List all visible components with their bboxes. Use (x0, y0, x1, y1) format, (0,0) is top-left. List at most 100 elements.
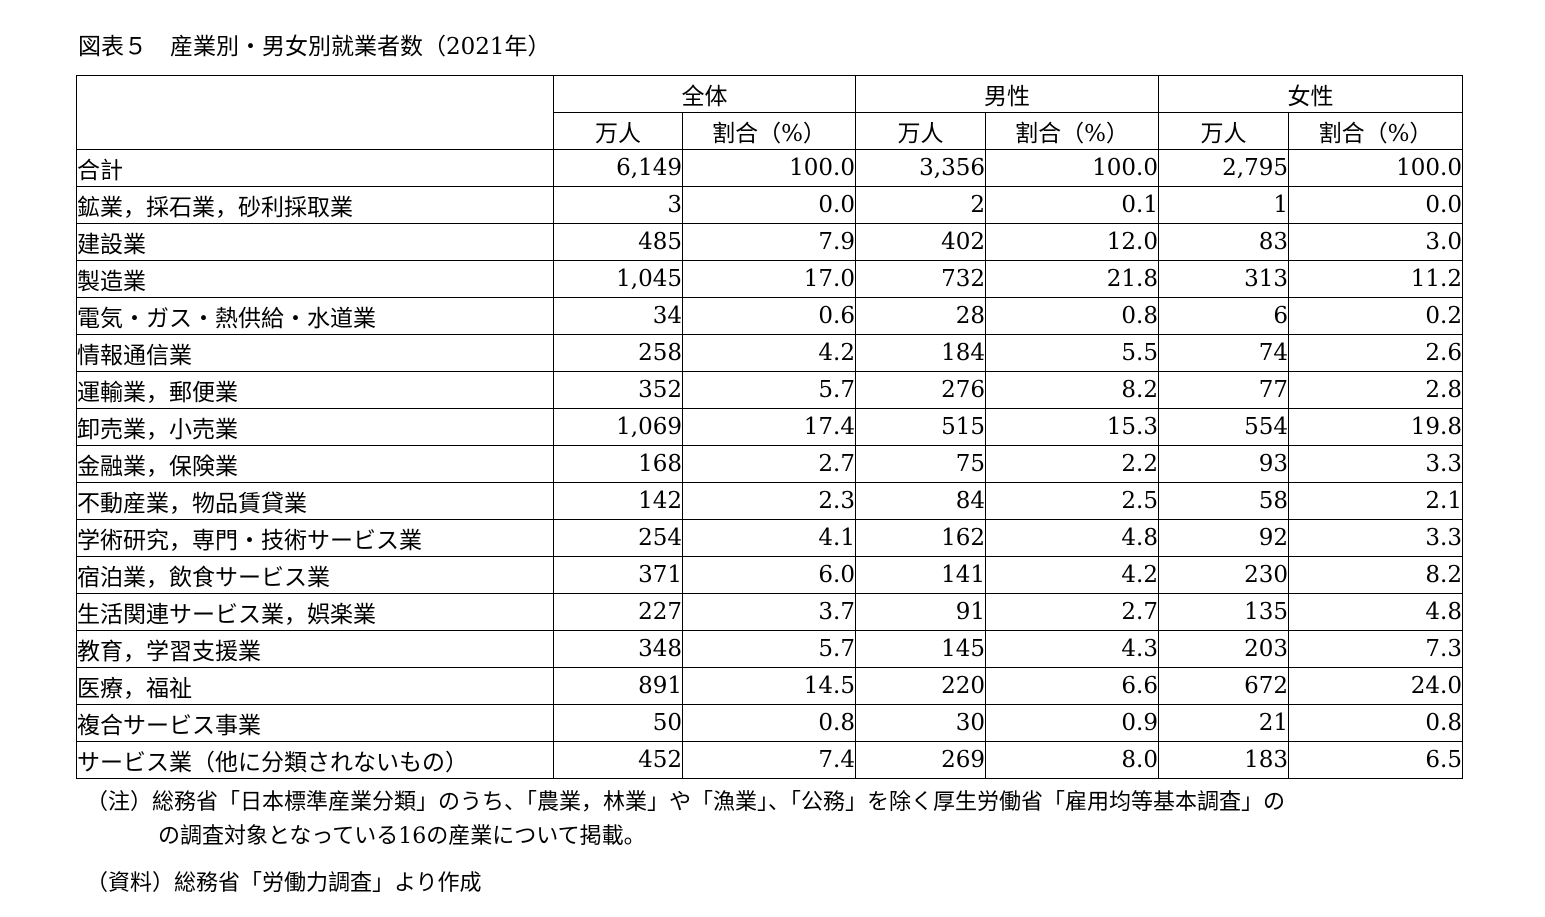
value-cell: 220 (855, 667, 986, 705)
value-cell: 227 (553, 593, 683, 631)
value-cell: 0.8 (682, 704, 856, 742)
table-row: 宿泊業，飲食サービス業 371 6.0 141 4.2 230 8.2 (76, 556, 1463, 594)
value-cell: 4.8 (1288, 593, 1463, 631)
industry-label: 卸売業，小売業 (76, 408, 554, 446)
industry-label: 建設業 (76, 223, 554, 261)
value-cell: 145 (855, 630, 986, 668)
value-cell: 2.1 (1288, 482, 1463, 520)
value-cell: 8.2 (985, 371, 1159, 409)
value-cell: 254 (553, 519, 683, 557)
value-cell: 2.5 (985, 482, 1159, 520)
value-cell: 4.2 (682, 334, 856, 372)
value-cell: 1,045 (553, 260, 683, 298)
header-sub-cell: 割合（%） (1288, 112, 1463, 150)
table-row: 卸売業，小売業 1,069 17.4 515 15.3 554 19.8 (76, 408, 1463, 446)
value-cell: 3.0 (1288, 223, 1463, 261)
industry-label: 複合サービス事業 (76, 704, 554, 742)
value-cell: 8.0 (985, 741, 1159, 779)
value-cell: 0.0 (1288, 186, 1463, 224)
value-cell: 352 (553, 371, 683, 409)
value-cell: 672 (1158, 667, 1289, 705)
value-cell: 2 (855, 186, 986, 224)
industry-label: 不動産業，物品賃貸業 (76, 482, 554, 520)
table-row: 電気・ガス・熱供給・水道業 34 0.6 28 0.8 6 0.2 (76, 297, 1463, 335)
value-cell: 7.9 (682, 223, 856, 261)
value-cell: 485 (553, 223, 683, 261)
value-cell: 15.3 (985, 408, 1159, 446)
value-cell: 6 (1158, 297, 1289, 335)
value-cell: 34 (553, 297, 683, 335)
value-cell: 2.7 (682, 445, 856, 483)
value-cell: 184 (855, 334, 986, 372)
value-cell: 1,069 (553, 408, 683, 446)
value-cell: 183 (1158, 741, 1289, 779)
industry-label: 電気・ガス・熱供給・水道業 (76, 297, 554, 335)
table-row: 建設業 485 7.9 402 12.0 83 3.0 (76, 223, 1463, 261)
value-cell: 891 (553, 667, 683, 705)
value-cell: 2.2 (985, 445, 1159, 483)
value-cell: 2,795 (1158, 149, 1289, 187)
value-cell: 14.5 (682, 667, 856, 705)
value-cell: 0.0 (682, 186, 856, 224)
value-cell: 162 (855, 519, 986, 557)
source-note: （資料）総務省「労働力調査」より作成 (86, 871, 482, 896)
header-group-male: 男性 (855, 75, 1159, 113)
header-group-female: 女性 (1158, 75, 1463, 113)
table-body: 合計 6,149 100.0 3,356 100.0 2,795 100.0 鉱業，採石業，砂… (76, 149, 1463, 779)
industry-label: サービス業（他に分類されないもの） (76, 741, 554, 779)
value-cell: 84 (855, 482, 986, 520)
value-cell: 0.6 (682, 297, 856, 335)
industry-label: 生活関連サービス業，娯楽業 (76, 593, 554, 631)
header-sub-cell: 割合（%） (985, 112, 1159, 150)
table-row: 合計 6,149 100.0 3,356 100.0 2,795 100.0 (76, 149, 1463, 187)
industry-label: 金融業，保険業 (76, 445, 554, 483)
value-cell: 28 (855, 297, 986, 335)
value-cell: 0.8 (1288, 704, 1463, 742)
value-cell: 230 (1158, 556, 1289, 594)
table-row: 不動産業，物品賃貸業 142 2.3 84 2.5 58 2.1 (76, 482, 1463, 520)
value-cell: 77 (1158, 371, 1289, 409)
value-cell: 100.0 (1288, 149, 1463, 187)
value-cell: 4.8 (985, 519, 1159, 557)
industry-label: 製造業 (76, 260, 554, 298)
value-cell: 5.7 (682, 630, 856, 668)
value-cell: 6.0 (682, 556, 856, 594)
value-cell: 135 (1158, 593, 1289, 631)
value-cell: 75 (855, 445, 986, 483)
table-row: 生活関連サービス業，娯楽業 227 3.7 91 2.7 135 4.8 (76, 593, 1463, 631)
table-row: 情報通信業 258 4.2 184 5.5 74 2.6 (76, 334, 1463, 372)
industry-label: 情報通信業 (76, 334, 554, 372)
value-cell: 7.3 (1288, 630, 1463, 668)
value-cell: 0.2 (1288, 297, 1463, 335)
value-cell: 0.8 (985, 297, 1159, 335)
value-cell: 11.2 (1288, 260, 1463, 298)
table-row: 医療，福祉 891 14.5 220 6.6 672 24.0 (76, 667, 1463, 705)
value-cell: 21 (1158, 704, 1289, 742)
value-cell: 91 (855, 593, 986, 631)
value-cell: 269 (855, 741, 986, 779)
table-row: 運輸業，郵便業 352 5.7 276 8.2 77 2.8 (76, 371, 1463, 409)
value-cell: 4.2 (985, 556, 1159, 594)
value-cell: 3 (553, 186, 683, 224)
table-row: 鉱業，採石業，砂利採取業 3 0.0 2 0.1 1 0.0 (76, 186, 1463, 224)
value-cell: 141 (855, 556, 986, 594)
value-cell: 313 (1158, 260, 1289, 298)
value-cell: 8.2 (1288, 556, 1463, 594)
employment-table: 全体 男性 女性 万人 割合（%） 万人 割合（%） 万人 割合（%） 合計 6,… (76, 75, 1463, 779)
value-cell: 21.8 (985, 260, 1159, 298)
value-cell: 203 (1158, 630, 1289, 668)
value-cell: 5.5 (985, 334, 1159, 372)
table-row: 教育，学習支援業 348 5.7 145 4.3 203 7.3 (76, 630, 1463, 668)
value-cell: 258 (553, 334, 683, 372)
value-cell: 6.6 (985, 667, 1159, 705)
value-cell: 83 (1158, 223, 1289, 261)
header-sub-cell: 万人 (1158, 112, 1289, 150)
header-corner-cell (76, 75, 554, 150)
value-cell: 92 (1158, 519, 1289, 557)
value-cell: 3.7 (682, 593, 856, 631)
value-cell: 5.7 (682, 371, 856, 409)
table-row: 複合サービス事業 50 0.8 30 0.9 21 0.8 (76, 704, 1463, 742)
value-cell: 2.6 (1288, 334, 1463, 372)
header-group-total: 全体 (553, 75, 856, 113)
value-cell: 348 (553, 630, 683, 668)
